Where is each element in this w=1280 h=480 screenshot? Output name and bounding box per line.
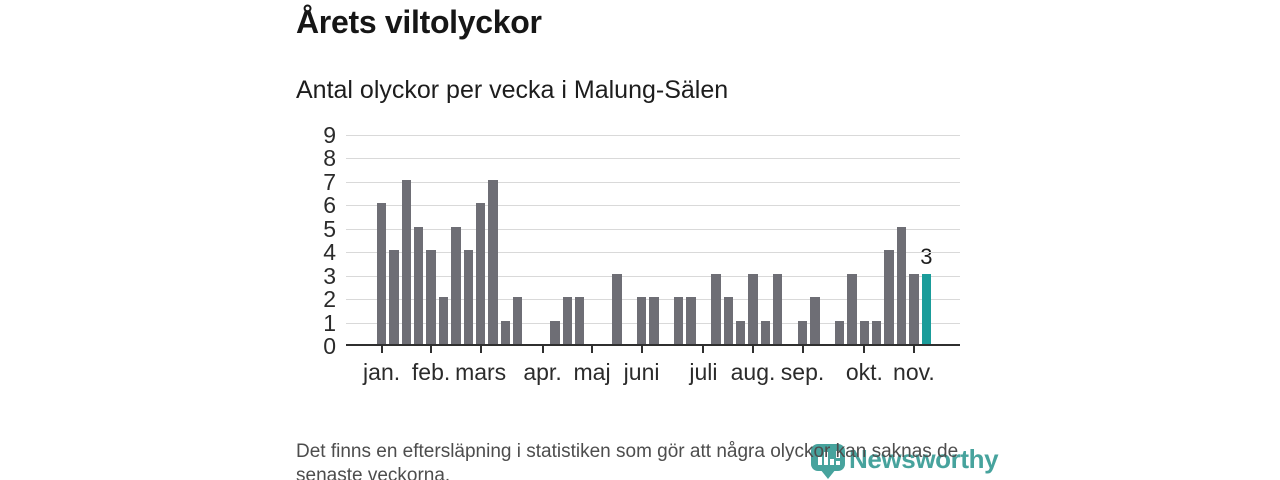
plot-area: 3 jan. feb. mars apr. maj juni juli aug. sep. okt…	[346, 135, 960, 385]
bar-week-5	[426, 250, 436, 344]
pin-chart-bar-icon	[824, 452, 828, 465]
gridline	[346, 181, 960, 183]
bar-week-3	[401, 179, 412, 344]
x-axis-label: juni	[623, 359, 660, 385]
bar-week-36	[810, 297, 820, 344]
newsworthy-pin-icon	[811, 443, 845, 480]
bar-week-30	[735, 320, 746, 344]
x-axis-tick	[380, 346, 383, 353]
x-axis-label: sep.	[780, 359, 825, 385]
bar-week-16	[562, 297, 572, 344]
gridline	[346, 158, 960, 160]
bar-week-41	[872, 320, 882, 344]
bar-week-23	[649, 297, 659, 344]
chart-subtitle: Antal olyckor per vecka i Malung-Sälen	[296, 76, 729, 104]
y-axis-label: 6	[323, 192, 336, 219]
x-axis-tick	[752, 346, 754, 353]
pin-chart-bar-icon	[836, 451, 840, 458]
bar-week-15	[550, 320, 560, 344]
bar-week-45	[921, 273, 931, 344]
gridline	[346, 275, 960, 277]
bar-week-26	[686, 297, 696, 344]
y-axis-label: 4	[323, 239, 336, 266]
bar-week-28	[711, 273, 721, 344]
y-axis-label: 3	[323, 262, 336, 289]
bar-week-25	[674, 297, 684, 344]
x-axis-tick	[479, 346, 482, 353]
x-axis-label: maj	[573, 359, 611, 385]
bar-week-32	[760, 320, 771, 344]
bar-week-9	[475, 203, 486, 344]
footnote: Det finns en eftersläpning i statistiken…	[296, 440, 958, 480]
x-axis-label: okt.	[845, 359, 883, 385]
bar-week-12	[513, 297, 523, 344]
x-axis-tick	[801, 346, 804, 353]
y-axis-label: 2	[323, 286, 336, 313]
x-axis-label: apr.	[523, 359, 562, 385]
x-axis-label: feb.	[411, 359, 451, 385]
x-axis-label: aug.	[730, 359, 776, 385]
x-axis-tick	[640, 346, 643, 353]
pin-chart-dot-icon	[836, 461, 840, 465]
bar-week-17	[574, 297, 585, 344]
gridline	[346, 205, 960, 207]
y-axis-label: 1	[323, 309, 336, 336]
y-axis-label: 0	[323, 333, 336, 359]
bar-week-1	[376, 203, 387, 344]
x-axis-line	[346, 344, 960, 346]
y-axis-label: 8	[323, 145, 336, 172]
bar-week-40	[859, 320, 870, 344]
bar-week-33	[773, 273, 783, 344]
bar-week-42	[884, 250, 894, 344]
x-axis-tick	[702, 346, 705, 353]
bar-week-31	[748, 273, 758, 344]
x-axis-tick	[863, 346, 866, 353]
x-axis-tick	[591, 346, 594, 353]
bar-week-6	[438, 297, 449, 344]
y-axis-label: 9	[323, 122, 336, 148]
bar-week-8	[463, 250, 473, 344]
x-axis-label: juli	[689, 359, 718, 385]
gridline	[346, 228, 960, 230]
x-axis-tick	[541, 346, 544, 353]
x-axis-label: mars	[455, 359, 507, 385]
bar-week-29	[723, 297, 733, 344]
bar-week-10	[488, 179, 498, 344]
y-axis-label: 5	[323, 215, 336, 242]
newsworthy-logo: Newsworthy	[811, 443, 999, 480]
bar-week-4	[414, 226, 424, 344]
footnote-line-2: senaste veckorna.	[296, 465, 451, 480]
x-axis-tick	[430, 346, 433, 353]
gridline	[346, 252, 960, 254]
bar-week-38	[834, 320, 845, 344]
highlight-value-label: 3	[920, 243, 933, 269]
x-axis-tick	[912, 346, 915, 353]
bar-week-39	[847, 273, 857, 344]
pin-chart-bar-icon	[818, 457, 822, 465]
y-axis-label: 7	[323, 168, 336, 195]
bar-week-11	[500, 320, 511, 344]
x-axis-label: jan.	[363, 359, 401, 385]
bar-week-35	[797, 320, 808, 344]
bar-week-7	[451, 226, 461, 344]
x-axis-label: nov.	[893, 359, 935, 385]
bar-week-43	[896, 226, 907, 344]
footnote-line-1: Det finns en eftersläpning i statistiken…	[296, 441, 959, 462]
bar-week-2	[389, 250, 399, 344]
bar-week-22	[636, 297, 647, 344]
gridline	[346, 135, 960, 136]
pin-chart-bar-icon	[830, 459, 834, 465]
chart-title: Årets viltolyckor	[296, 4, 542, 40]
newsworthy-wordmark: Newsworthy	[849, 444, 999, 474]
bar-week-20	[612, 273, 622, 344]
bar-week-44	[909, 273, 919, 344]
